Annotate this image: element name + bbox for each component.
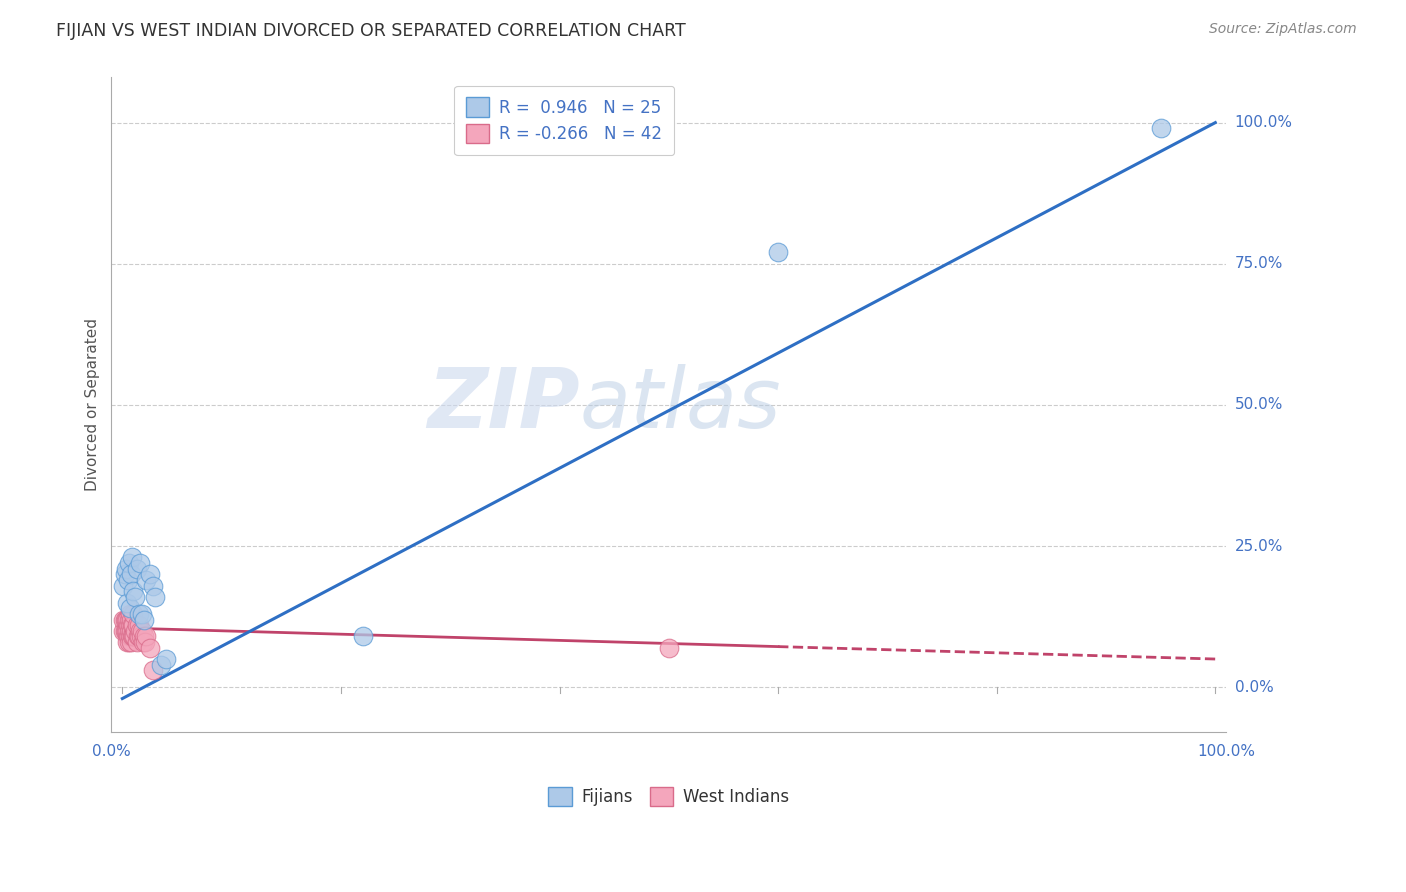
Point <box>132 635 155 649</box>
Point <box>118 613 141 627</box>
Point <box>122 630 145 644</box>
Point <box>128 556 150 570</box>
Point <box>120 567 142 582</box>
Text: atlas: atlas <box>579 365 782 445</box>
Text: 25.0%: 25.0% <box>1234 539 1282 554</box>
Point <box>118 635 141 649</box>
Point <box>120 624 142 638</box>
Y-axis label: Divorced or Separated: Divorced or Separated <box>86 318 100 491</box>
Point <box>138 640 160 655</box>
Point <box>114 613 136 627</box>
Point <box>149 657 172 672</box>
Point <box>115 596 138 610</box>
Point <box>112 624 135 638</box>
Point <box>114 613 136 627</box>
Point <box>134 635 156 649</box>
Point <box>112 579 135 593</box>
Point <box>118 618 141 632</box>
Point <box>128 630 150 644</box>
Text: 0.0%: 0.0% <box>91 744 131 759</box>
Point <box>121 618 143 632</box>
Point <box>766 245 789 260</box>
Point <box>125 635 148 649</box>
Point <box>125 618 148 632</box>
Point <box>128 624 150 638</box>
Point <box>122 607 145 621</box>
Point <box>118 601 141 615</box>
Point <box>114 624 136 638</box>
Point <box>125 562 148 576</box>
Text: 100.0%: 100.0% <box>1198 744 1256 759</box>
Point <box>134 613 156 627</box>
Point <box>121 550 143 565</box>
Point <box>121 630 143 644</box>
Point <box>155 652 177 666</box>
Point <box>118 630 141 644</box>
Text: 50.0%: 50.0% <box>1234 398 1282 412</box>
Point <box>131 624 153 638</box>
Point <box>117 573 139 587</box>
Point <box>135 573 157 587</box>
Point <box>118 556 141 570</box>
Text: 100.0%: 100.0% <box>1234 115 1292 130</box>
Point <box>115 635 138 649</box>
Point <box>128 607 150 621</box>
Point <box>124 624 146 638</box>
Point <box>117 630 139 644</box>
Point <box>142 663 165 677</box>
Point <box>138 567 160 582</box>
Point <box>120 635 142 649</box>
Point <box>112 613 135 627</box>
Point <box>135 630 157 644</box>
Text: 0.0%: 0.0% <box>1234 680 1274 695</box>
Point <box>124 590 146 604</box>
Point <box>124 630 146 644</box>
Text: ZIP: ZIP <box>427 365 579 445</box>
Point <box>352 630 374 644</box>
Point <box>122 618 145 632</box>
Text: 75.0%: 75.0% <box>1234 256 1282 271</box>
Point <box>143 590 166 604</box>
Point <box>118 624 141 638</box>
Point <box>134 630 156 644</box>
Point <box>114 562 136 576</box>
Text: FIJIAN VS WEST INDIAN DIVORCED OR SEPARATED CORRELATION CHART: FIJIAN VS WEST INDIAN DIVORCED OR SEPARA… <box>56 22 686 40</box>
Point <box>1150 121 1173 136</box>
Legend: Fijians, West Indians: Fijians, West Indians <box>541 780 796 813</box>
Point <box>115 613 138 627</box>
Point <box>128 618 150 632</box>
Point <box>114 567 136 582</box>
Point <box>120 613 142 627</box>
Point <box>131 607 153 621</box>
Point <box>142 579 165 593</box>
Point <box>129 630 152 644</box>
Point <box>118 607 141 621</box>
Point <box>114 624 136 638</box>
Point <box>122 584 145 599</box>
Point <box>127 630 149 644</box>
Point <box>117 618 139 632</box>
Point <box>115 624 138 638</box>
Text: Source: ZipAtlas.com: Source: ZipAtlas.com <box>1209 22 1357 37</box>
Point <box>658 640 681 655</box>
